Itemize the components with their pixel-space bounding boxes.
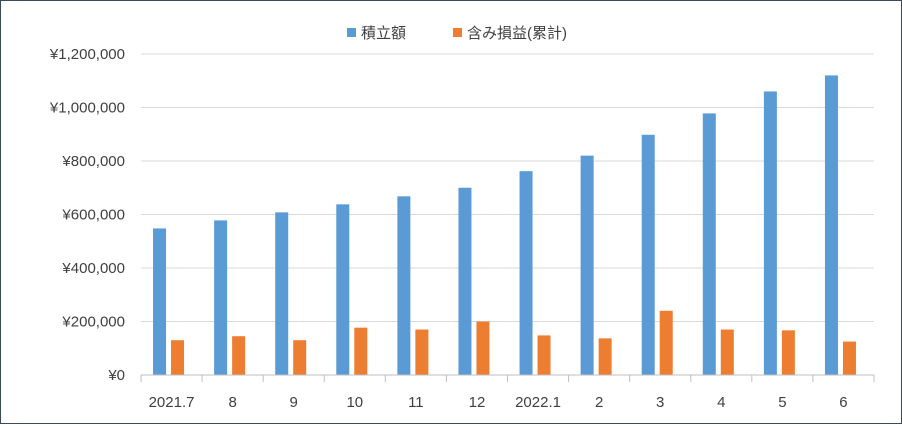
bar-unrealized-gain [354, 327, 368, 375]
x-tick-label: 6 [839, 394, 847, 411]
bar-unrealized-gain [293, 340, 307, 375]
y-tick-label: ¥600,000 [61, 207, 125, 224]
bar-unrealized-gain [537, 335, 551, 375]
bar-unrealized-gain [659, 310, 673, 375]
bar-unrealized-gain [171, 340, 185, 375]
bar-accumulated [519, 171, 533, 375]
legend-label: 積立額 [361, 25, 406, 42]
bar-accumulated [702, 113, 716, 375]
bar-accumulated [397, 196, 411, 375]
y-tick-label: ¥0 [107, 367, 125, 384]
x-tick-label: 3 [656, 394, 664, 411]
y-tick-label: ¥1,200,000 [49, 46, 125, 63]
bar-accumulated [824, 75, 838, 376]
bar-accumulated [275, 212, 289, 375]
x-tick-label: 11 [408, 394, 424, 411]
bar-unrealized-gain [720, 329, 734, 375]
bar-accumulated [214, 220, 228, 375]
x-tick-label: 2021.7 [149, 394, 195, 411]
x-tick-label: 2022.1 [515, 394, 561, 411]
x-tick-label: 2 [595, 394, 603, 411]
bar-unrealized-gain [415, 329, 429, 375]
x-tick-label: 10 [346, 394, 363, 411]
bar-accumulated [153, 228, 167, 375]
x-tick-label: 12 [469, 394, 486, 411]
x-tick-label: 9 [290, 394, 298, 411]
gridlines [141, 53, 874, 322]
legend: 積立額 含み損益(累計) [347, 25, 567, 42]
bar-accumulated [641, 134, 655, 375]
y-tick-label: ¥800,000 [61, 153, 125, 170]
bar-unrealized-gain [232, 336, 246, 375]
bar-unrealized-gain [842, 341, 856, 375]
bar-accumulated [458, 187, 472, 375]
bar-unrealized-gain [781, 330, 795, 375]
bar-unrealized-gain [598, 338, 612, 375]
legend-label: 含み損益(累計) [467, 25, 567, 42]
legend-swatch [347, 28, 356, 37]
x-tick-label: 8 [228, 394, 236, 411]
bar-accumulated [336, 204, 350, 375]
bar-unrealized-gain [476, 321, 490, 375]
legend-swatch [453, 28, 462, 37]
bar-accumulated [763, 91, 777, 375]
x-tick-label: 4 [717, 394, 725, 411]
y-tick-label: ¥400,000 [61, 260, 125, 277]
y-tick-label: ¥1,000,000 [49, 100, 125, 117]
bar-accumulated [580, 155, 594, 375]
bars [153, 75, 856, 376]
axes: ¥0 ¥200,000 ¥400,000 ¥600,000 ¥800,000 ¥1,000… [49, 46, 875, 411]
y-tick-label: ¥200,000 [61, 314, 125, 331]
x-tick-label: 5 [778, 394, 786, 411]
